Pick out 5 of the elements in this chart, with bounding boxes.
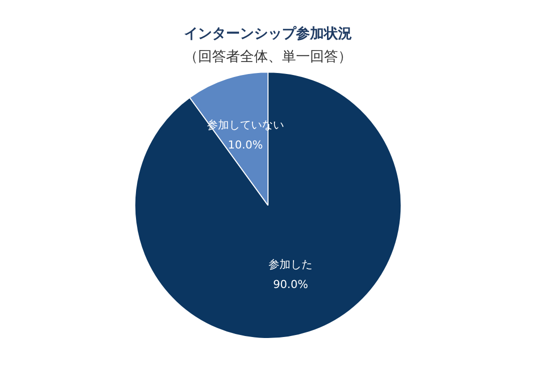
chart-subtitle: （回答者全体、単一回答） [184,48,352,65]
chart-title: インターンシップ参加状況 [184,25,352,42]
data-label: 90.0% [273,278,308,291]
slice-label: 参加した [268,258,313,271]
data-label: 10.0% [228,138,263,152]
